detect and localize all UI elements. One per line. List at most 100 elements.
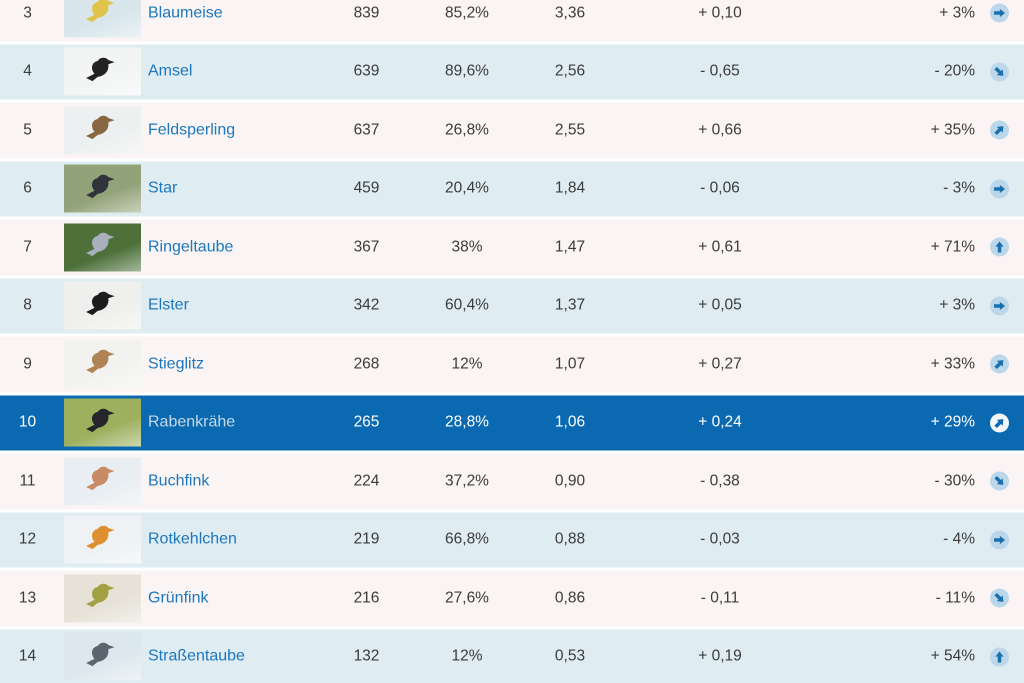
- table-row[interactable]: 8 Elster 342 60,4% 1,37 + 0,05 + 3%: [0, 278, 1024, 337]
- rank-cell: 9: [0, 355, 55, 373]
- table-row[interactable]: 11 Buchfink 224 37,2% 0,90 - 0,38 - 30%: [0, 453, 1024, 512]
- garden-share-percent: 89,6%: [445, 62, 489, 80]
- table-row[interactable]: 5 Feldsperling 637 26,8% 2,55 + 0,66 + 3…: [0, 102, 1024, 161]
- table-row[interactable]: 7 Ringeltaube 367 38% 1,47 + 0,61 + 71%: [0, 219, 1024, 278]
- bird-photo[interactable]: [64, 515, 141, 564]
- birds-per-garden: 1,84: [554, 179, 586, 197]
- bird-photo[interactable]: [64, 457, 141, 506]
- trend-icon-cell: [975, 296, 1024, 316]
- rank-cell: 11: [0, 472, 55, 490]
- change-absolute: - 0,06: [700, 179, 740, 197]
- table-row[interactable]: 6 Star 459 20,4% 1,84 - 0,06 - 3%: [0, 161, 1024, 220]
- trend-icon-cell: [975, 179, 1024, 199]
- rank-label: 12: [18, 530, 37, 548]
- rank-label: 5: [23, 121, 32, 139]
- bird-silhouette-icon: [84, 407, 122, 438]
- rank-label: 9: [23, 355, 32, 373]
- bird-name-link[interactable]: Star: [148, 179, 178, 197]
- trend-icon-cell: [975, 471, 1024, 491]
- table-row[interactable]: 9 Stieglitz 268 12% 1,07 + 0,27 + 33%: [0, 336, 1024, 395]
- rank-cell: 3: [0, 4, 55, 22]
- birds-per-garden: 1,07: [554, 355, 586, 373]
- rank-label: 13: [18, 589, 37, 607]
- bird-photo-cell: [55, 223, 148, 272]
- trend-icon-cell: [975, 588, 1024, 608]
- bird-silhouette-icon: [84, 349, 122, 380]
- bird-photo[interactable]: [64, 0, 141, 38]
- birds-per-garden: 3,36: [554, 4, 586, 22]
- bird-name-link[interactable]: Stieglitz: [148, 355, 205, 373]
- bird-photo[interactable]: [64, 106, 141, 155]
- table-row[interactable]: 12 Rotkehlchen 219 66,8% 0,88 - 0,03 - 4…: [0, 512, 1024, 571]
- rank-cell: 7: [0, 238, 55, 256]
- bird-name-link[interactable]: Rabenkrähe: [148, 413, 236, 431]
- bird-name-cell: Star: [148, 180, 333, 198]
- bird-photo-cell: [55, 281, 148, 330]
- bird-count: 839: [353, 4, 380, 22]
- bird-silhouette-icon: [84, 524, 122, 555]
- bird-photo[interactable]: [64, 632, 141, 681]
- change-percent: + 54%: [930, 647, 975, 665]
- bird-photo[interactable]: [64, 574, 141, 623]
- change-absolute: + 0,05: [698, 296, 742, 314]
- rank-cell: 6: [0, 180, 55, 198]
- garden-share-percent: 12%: [451, 355, 483, 373]
- bird-photo[interactable]: [64, 398, 141, 447]
- change-absolute: + 0,66: [698, 121, 742, 139]
- garden-share-percent: 27,6%: [445, 589, 489, 607]
- rank-label: 8: [23, 296, 32, 314]
- table-row[interactable]: 13 Grünfink 216 27,6% 0,86 - 0,11 - 11%: [0, 570, 1024, 629]
- bird-name-link[interactable]: Ringeltaube: [148, 238, 234, 256]
- change-percent: + 3%: [939, 4, 975, 22]
- rank-cell: 10: [0, 414, 55, 432]
- rank-label: 14: [18, 647, 37, 665]
- bird-count: 265: [353, 413, 380, 431]
- garden-share-percent: 38%: [451, 238, 483, 256]
- bird-photo-cell: [55, 106, 148, 155]
- bird-name-link[interactable]: Feldsperling: [148, 121, 236, 139]
- bird-name-link[interactable]: Straßentaube: [148, 647, 245, 665]
- garden-share-percent: 85,2%: [445, 4, 489, 22]
- bird-count: 132: [353, 647, 380, 665]
- rank-label: 6: [23, 179, 32, 197]
- bird-count: 342: [353, 296, 380, 314]
- change-percent: - 4%: [943, 530, 975, 548]
- bird-name-link[interactable]: Blaumeise: [148, 4, 223, 22]
- table-row[interactable]: 10 Rabenkrähe 265 28,8% 1,06 + 0,24 + 29…: [0, 395, 1024, 454]
- bird-name-link[interactable]: Buchfink: [148, 472, 210, 490]
- bird-silhouette-icon: [84, 232, 122, 263]
- bird-count: 268: [353, 355, 380, 373]
- bird-photo[interactable]: [64, 340, 141, 389]
- bird-photo[interactable]: [64, 281, 141, 330]
- bird-photo[interactable]: [64, 223, 141, 272]
- bird-name-link[interactable]: Amsel: [148, 62, 193, 80]
- bird-name-cell: Elster: [148, 297, 333, 315]
- bird-silhouette-icon: [84, 0, 122, 29]
- bird-photo[interactable]: [64, 164, 141, 213]
- bird-name-link[interactable]: Elster: [148, 296, 189, 314]
- rank-cell: 8: [0, 297, 55, 315]
- rank-cell: 5: [0, 121, 55, 139]
- table-row[interactable]: 14 Straßentaube 132 12% 0,53 + 0,19 + 54…: [0, 629, 1024, 683]
- bird-name-link[interactable]: Grünfink: [148, 589, 209, 607]
- rank-cell: 13: [0, 589, 55, 607]
- rank-cell: 12: [0, 531, 55, 549]
- trend-down-right-icon: [990, 62, 1009, 82]
- birds-per-garden: 0,53: [554, 647, 586, 665]
- trend-icon-cell: [975, 120, 1024, 140]
- change-absolute: - 0,38: [700, 472, 740, 490]
- bird-name-cell: Blaumeise: [148, 4, 333, 22]
- bird-name-cell: Rabenkrähe: [148, 414, 333, 432]
- birds-per-garden: 0,88: [554, 530, 586, 548]
- change-absolute: - 0,11: [700, 589, 740, 607]
- change-percent: + 35%: [930, 121, 975, 139]
- table-row[interactable]: 3 Blaumeise 839 85,2% 3,36 + 0,10 + 3%: [0, 0, 1024, 44]
- bird-name-link[interactable]: Rotkehlchen: [148, 530, 237, 548]
- bird-photo[interactable]: [64, 47, 141, 96]
- change-percent: + 71%: [930, 238, 975, 256]
- trend-icon-cell: [975, 530, 1024, 550]
- trend-icon-cell: [975, 647, 1024, 667]
- table-row[interactable]: 4 Amsel 639 89,6% 2,56 - 0,65 - 20%: [0, 44, 1024, 103]
- trend-right-icon: [990, 530, 1009, 550]
